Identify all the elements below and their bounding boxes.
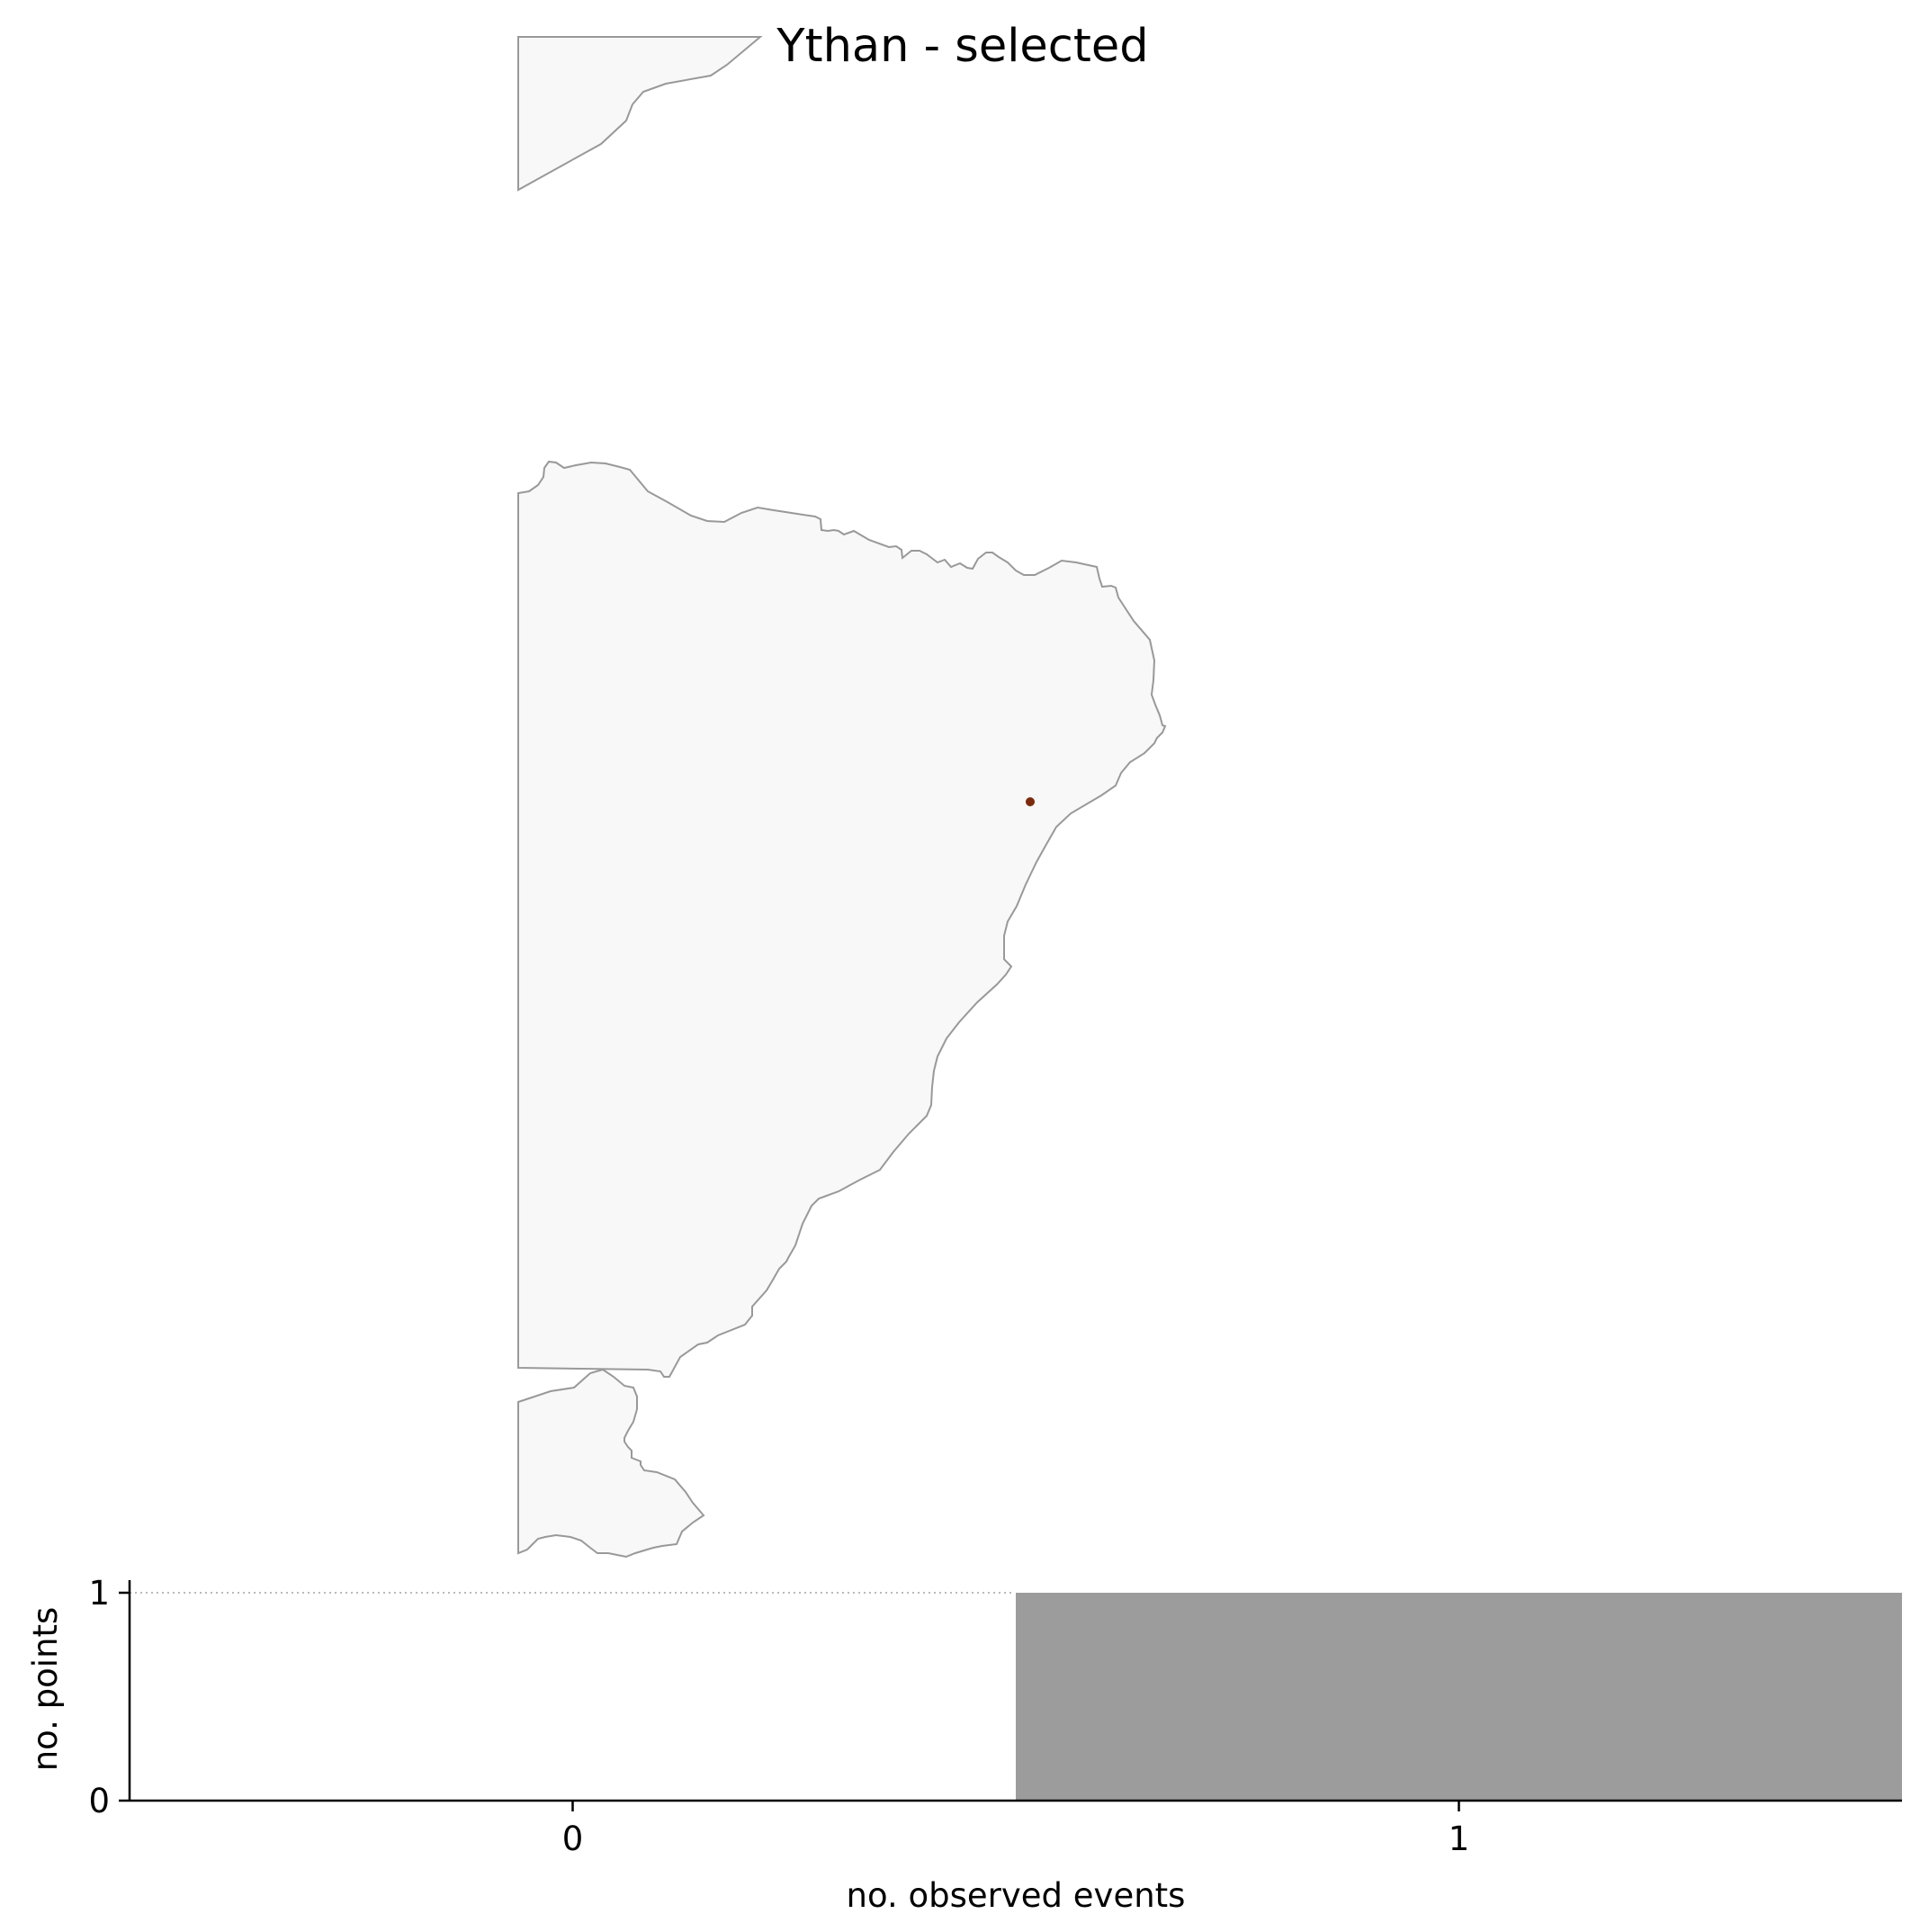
bar-1	[1016, 1593, 1902, 1801]
y-ticks: 01	[88, 1574, 130, 1820]
land-north-fragment	[517, 36, 763, 192]
y-tick-label-1: 1	[88, 1574, 110, 1613]
bars	[1016, 1593, 1902, 1801]
y-tick-label-0: 0	[88, 1782, 110, 1820]
x-axis-label: no. observed events	[847, 1876, 1186, 1915]
y-axis-label: no. points	[26, 1607, 65, 1772]
figure-title: Ythan - selected	[776, 20, 1148, 73]
map-panel	[517, 36, 1167, 1559]
land-south-fragment	[517, 1368, 705, 1559]
site-point[interactable]	[1026, 797, 1035, 806]
land-mainland	[517, 460, 1167, 1378]
x-tick-label-0: 0	[562, 1820, 584, 1858]
x-tick-label-1: 1	[1449, 1820, 1470, 1858]
